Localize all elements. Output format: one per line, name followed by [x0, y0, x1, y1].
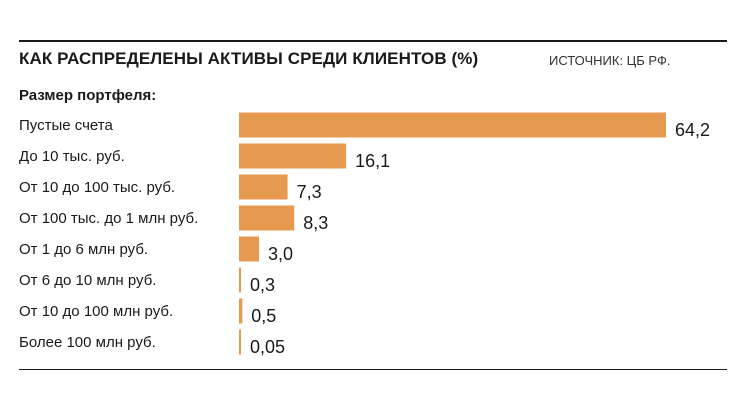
category-label: Пустые счета [19, 117, 113, 134]
chart-title: КАК РАСПРЕДЕЛЕНЫ АКТИВЫ СРЕДИ КЛИЕНТОВ (… [19, 49, 479, 68]
category-label: До 10 тыс. руб. [19, 148, 125, 165]
category-label: От 6 до 10 млн руб. [19, 272, 156, 289]
source-note: ИСТОЧНИК: ЦБ РФ. [549, 53, 671, 68]
bottom-rule [19, 369, 727, 370]
category-label: От 100 тыс. до 1 млн руб. [19, 210, 198, 227]
value-label: 0,5 [251, 306, 276, 326]
category-label: От 1 до 6 млн руб. [19, 241, 148, 258]
value-label: 16,1 [355, 151, 390, 171]
bar [239, 329, 241, 355]
value-label: 8,3 [303, 213, 328, 233]
value-label: 7,3 [297, 182, 322, 202]
value-label: 0,3 [250, 275, 275, 295]
bar [239, 205, 295, 231]
top-rule [19, 40, 727, 42]
value-label: 0,05 [250, 337, 285, 357]
category-label: От 10 до 100 тыс. руб. [19, 179, 175, 196]
category-axis-title: Размер портфеля: [19, 87, 157, 104]
bar [239, 267, 241, 293]
bar [239, 236, 259, 262]
category-label: Более 100 млн руб. [19, 334, 156, 351]
value-label: 64,2 [675, 120, 710, 140]
value-label: 3,0 [268, 244, 293, 264]
bar [239, 298, 243, 324]
category-label: От 10 до 100 млн руб. [19, 303, 173, 320]
bar [239, 174, 288, 200]
bar [239, 112, 666, 138]
bar [239, 143, 347, 169]
